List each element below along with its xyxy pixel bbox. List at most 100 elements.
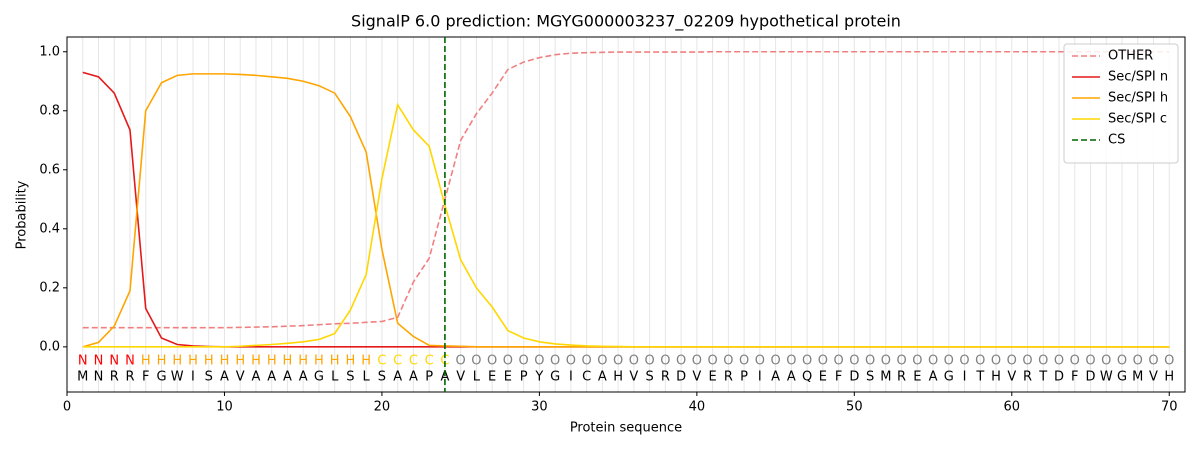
residue-label: W: [171, 370, 184, 385]
region-label: O: [755, 354, 765, 369]
residue-label: A: [393, 370, 402, 385]
residue-label: V: [456, 370, 465, 385]
x-tick-label: 70: [1161, 400, 1178, 415]
residue-label: Y: [534, 370, 543, 385]
region-label: O: [975, 354, 985, 369]
residue-label: R: [897, 370, 906, 385]
residue-label: D: [1054, 370, 1064, 385]
residue-label: E: [819, 370, 827, 385]
region-label: H: [157, 354, 167, 369]
region-label: N: [78, 354, 88, 369]
region-label: O: [739, 354, 749, 369]
region-label: O: [707, 354, 717, 369]
residue-label: S: [645, 370, 653, 385]
residue-label: G: [314, 370, 324, 385]
residue-label: V: [1007, 370, 1016, 385]
region-label: O: [944, 354, 954, 369]
region-label: H: [267, 354, 277, 369]
legend-box: [1063, 43, 1179, 164]
region-label: O: [1164, 354, 1174, 369]
y-tick-label: 0.6: [39, 162, 60, 177]
region-label: O: [456, 354, 466, 369]
region-label: O: [534, 354, 544, 369]
residue-label: A: [252, 370, 261, 385]
region-label: O: [550, 354, 560, 369]
region-label: N: [94, 354, 104, 369]
region-label: O: [566, 354, 576, 369]
region-label: O: [660, 354, 670, 369]
region-label: O: [865, 354, 875, 369]
residue-label: R: [110, 370, 119, 385]
region-label: O: [1022, 354, 1032, 369]
residue-label: C: [582, 370, 591, 385]
x-tick-label: 30: [531, 400, 548, 415]
y-axis-label: Probability: [15, 180, 30, 249]
residue-label: W: [1100, 370, 1113, 385]
region-label: C: [377, 354, 386, 369]
legend-label: OTHER: [1108, 49, 1153, 64]
region-label: O: [519, 354, 529, 369]
region-label: O: [928, 354, 938, 369]
legend-label: Sec/SPI n: [1108, 70, 1168, 85]
residue-label: D: [1086, 370, 1096, 385]
residue-label: A: [440, 370, 449, 385]
residue-label: L: [331, 370, 339, 385]
residue-label: F: [1071, 370, 1078, 385]
region-label: O: [582, 354, 592, 369]
y-tick-label: 1.0: [39, 44, 60, 59]
residue-label: H: [1164, 370, 1174, 385]
residue-label: G: [156, 370, 166, 385]
region-label: H: [141, 354, 151, 369]
region-label: O: [1070, 354, 1080, 369]
residue-label: E: [504, 370, 512, 385]
region-label: O: [849, 354, 859, 369]
region-label: O: [802, 354, 812, 369]
region-label: N: [109, 354, 119, 369]
legend-label: CS: [1108, 133, 1125, 148]
residue-label: N: [94, 370, 104, 385]
region-label: C: [409, 354, 418, 369]
legend-label: Sec/SPI c: [1108, 112, 1167, 127]
region-label: O: [1054, 354, 1064, 369]
region-label: O: [471, 354, 481, 369]
residue-label: R: [724, 370, 733, 385]
region-label: O: [503, 354, 513, 369]
region-label: N: [125, 354, 135, 369]
series-line: [82, 50, 1170, 329]
region-label: H: [330, 354, 340, 369]
x-tick-label: 20: [374, 400, 391, 415]
region-label: H: [235, 354, 245, 369]
series-line: [82, 102, 1170, 348]
residue-label: M: [77, 370, 88, 385]
region-label: O: [912, 354, 922, 369]
region-label: O: [597, 354, 607, 369]
x-axis-label: Protein sequence: [570, 421, 682, 436]
region-label: O: [1038, 354, 1048, 369]
region-label: O: [1007, 354, 1017, 369]
y-tick-label: 0.0: [39, 339, 60, 354]
residue-label: A: [787, 370, 796, 385]
residue-label: E: [488, 370, 496, 385]
x-tick-label: 40: [689, 400, 706, 415]
region-label: O: [896, 354, 906, 369]
region-label: H: [188, 354, 198, 369]
residue-label: A: [929, 370, 938, 385]
x-tick-label: 50: [846, 400, 863, 415]
region-label: C: [425, 354, 434, 369]
residue-label: A: [267, 370, 276, 385]
residue-label: D: [676, 370, 686, 385]
region-label: H: [283, 354, 293, 369]
region-label: O: [723, 354, 733, 369]
residue-label: A: [220, 370, 229, 385]
residue-label: T: [1038, 370, 1047, 385]
region-label: O: [1101, 354, 1111, 369]
residue-label: A: [283, 370, 292, 385]
residue-label: M: [880, 370, 891, 385]
residue-label: S: [346, 370, 354, 385]
residue-label: R: [661, 370, 670, 385]
region-label: O: [487, 354, 497, 369]
region-label: O: [629, 354, 639, 369]
plot-frame: [66, 36, 1186, 393]
region-label: H: [204, 354, 214, 369]
